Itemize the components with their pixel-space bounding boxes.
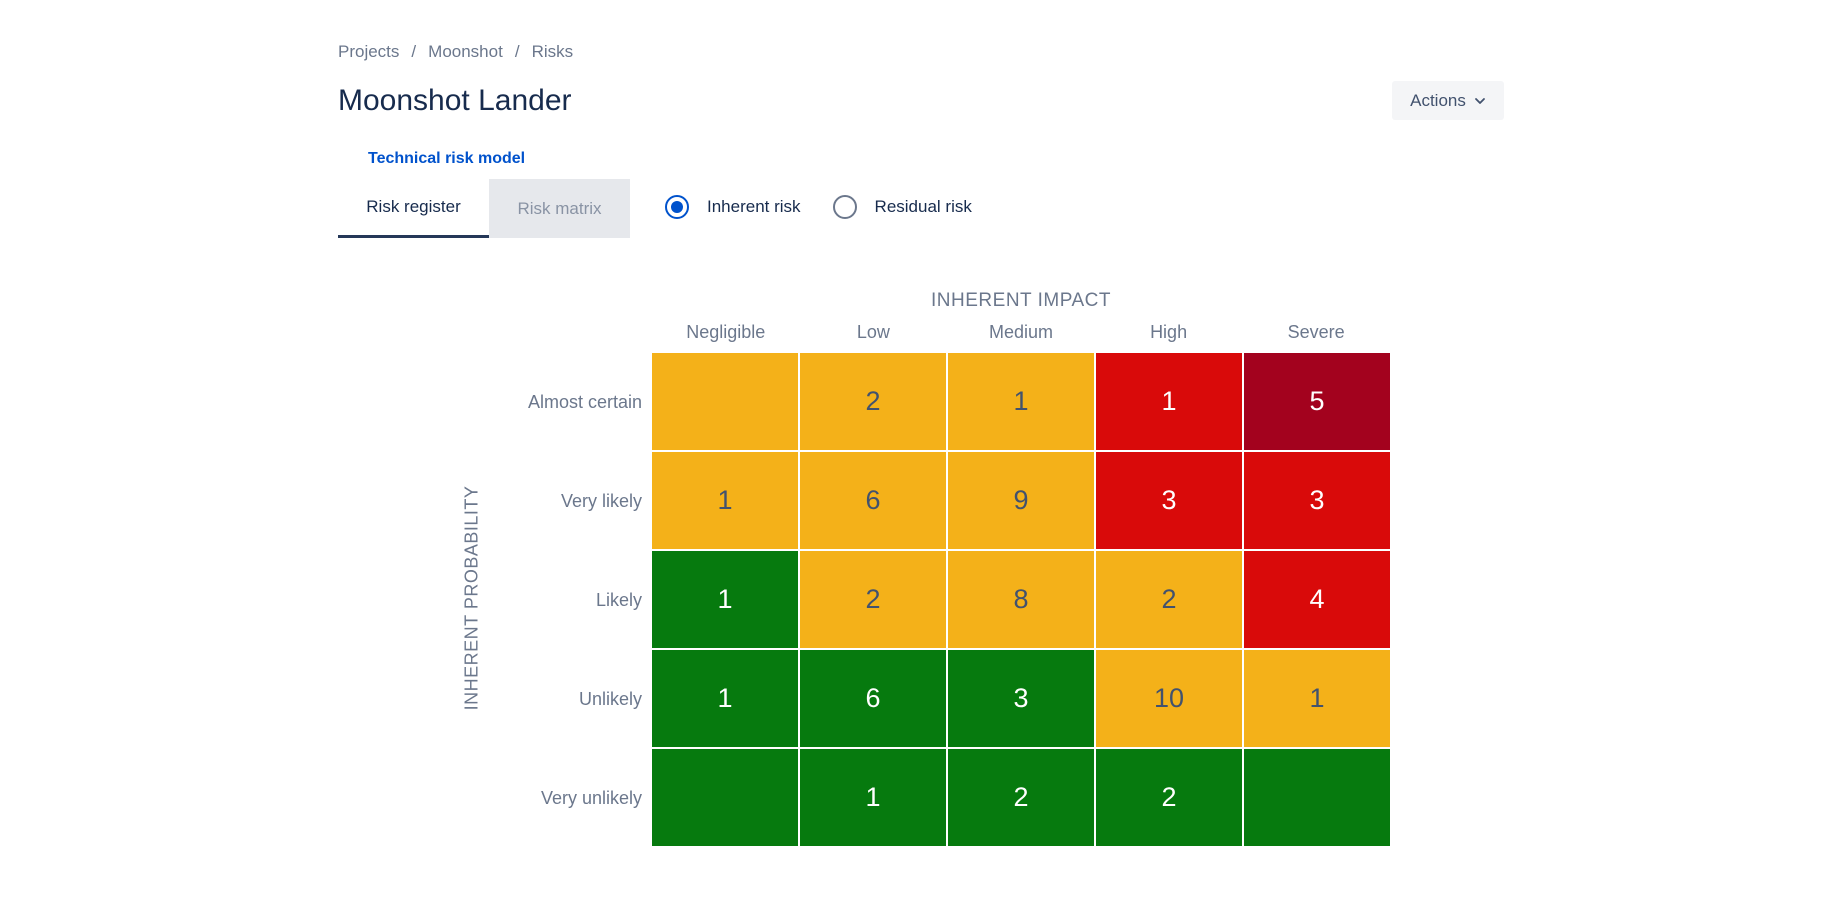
probability-level-likely: Likely <box>595 590 642 610</box>
impact-level-high: High <box>1150 322 1188 342</box>
radio-residual-risk[interactable]: Residual risk <box>832 195 972 219</box>
radio-checked-icon[interactable] <box>665 195 689 219</box>
risk-matrix-cell[interactable] <box>652 353 798 450</box>
risk-matrix-cell[interactable]: 2 <box>1096 551 1242 648</box>
risk-matrix-cell[interactable]: 1 <box>948 353 1094 450</box>
risk-matrix-cell[interactable] <box>1244 749 1390 846</box>
risk-matrix-cell[interactable]: 3 <box>1096 452 1242 549</box>
risk-matrix-cell[interactable]: 1 <box>652 452 798 549</box>
risk-matrix-cell[interactable]: 2 <box>1096 749 1242 846</box>
radio-inherent-risk[interactable]: Inherent risk <box>665 195 801 219</box>
risk-matrix-cell[interactable] <box>652 749 798 846</box>
risk-matrix-cell[interactable]: 6 <box>800 650 946 747</box>
breadcrumb-item-moonshot[interactable]: Moonshot <box>428 42 503 61</box>
probability-level-very-likely: Very likely <box>560 491 642 511</box>
risk-matrix-grid: 2 1 1 5 1 6 9 3 3 1 2 8 2 4 1 6 3 10 1 1 2 2 <box>652 353 1392 846</box>
breadcrumb-item-projects[interactable]: Projects <box>338 42 400 61</box>
breadcrumb-item-risks[interactable]: Risks <box>531 42 574 61</box>
risk-matrix-cell[interactable]: 2 <box>800 551 946 648</box>
view-tabs: Risk register Risk matrix <box>338 179 630 238</box>
breadcrumb-separator: / <box>411 42 417 61</box>
risk-model-link[interactable]: Technical risk model <box>368 150 526 167</box>
risk-matrix-cell[interactable]: 1 <box>652 551 798 648</box>
tab-risk-register[interactable]: Risk register <box>338 179 489 238</box>
tab-risk-matrix[interactable]: Risk matrix <box>489 179 630 238</box>
impact-column-headers: Negligible Low Medium High Severe <box>652 322 1390 343</box>
impact-level-medium: Medium <box>988 322 1053 342</box>
probability-level-unlikely: Unlikely <box>578 689 642 709</box>
actions-button[interactable]: Actions <box>1392 81 1504 120</box>
risk-matrix-cell[interactable]: 1 <box>800 749 946 846</box>
risk-matrix-cell[interactable]: 8 <box>948 551 1094 648</box>
risk-matrix-cell[interactable]: 2 <box>948 749 1094 846</box>
page-title: Moonshot Lander <box>338 84 572 117</box>
radio-label-residual: Residual risk <box>874 197 972 216</box>
risk-matrix-cell[interactable]: 3 <box>1244 452 1390 549</box>
probability-row-headers: Almost certain Very likely Likely Unlike… <box>480 353 642 848</box>
risk-matrix-cell[interactable]: 5 <box>1244 353 1390 450</box>
risk-type-radio-group: Inherent risk Residual risk <box>665 195 972 219</box>
radio-label-inherent: Inherent risk <box>707 197 801 216</box>
probability-level-very-unlikely: Very unlikely <box>540 788 642 808</box>
breadcrumb-separator: / <box>514 42 520 61</box>
probability-level-almost-certain: Almost certain <box>527 392 642 412</box>
risk-matrix-cell[interactable]: 1 <box>1244 650 1390 747</box>
impact-level-severe: Severe <box>1287 322 1345 342</box>
radio-unchecked-icon[interactable] <box>832 195 857 219</box>
risk-matrix-cell[interactable]: 6 <box>800 452 946 549</box>
impact-level-low: Low <box>856 322 890 342</box>
actions-button-label: Actions <box>1410 90 1466 110</box>
risk-matrix-cell[interactable]: 1 <box>652 650 798 747</box>
risk-matrix-cell[interactable]: 10 <box>1096 650 1242 747</box>
impact-axis-title: INHERENT IMPACT <box>931 290 1111 311</box>
risk-matrix-cell[interactable]: 3 <box>948 650 1094 747</box>
risk-matrix-cell[interactable]: 2 <box>800 353 946 450</box>
breadcrumb: Projects / Moonshot / Risks <box>338 42 573 62</box>
chevron-down-icon <box>1474 97 1485 104</box>
risk-matrix-cell[interactable]: 9 <box>948 452 1094 549</box>
risk-matrix-cell[interactable]: 4 <box>1244 551 1390 648</box>
impact-level-negligible: Negligible <box>686 322 766 342</box>
risk-matrix-cell[interactable]: 1 <box>1096 353 1242 450</box>
